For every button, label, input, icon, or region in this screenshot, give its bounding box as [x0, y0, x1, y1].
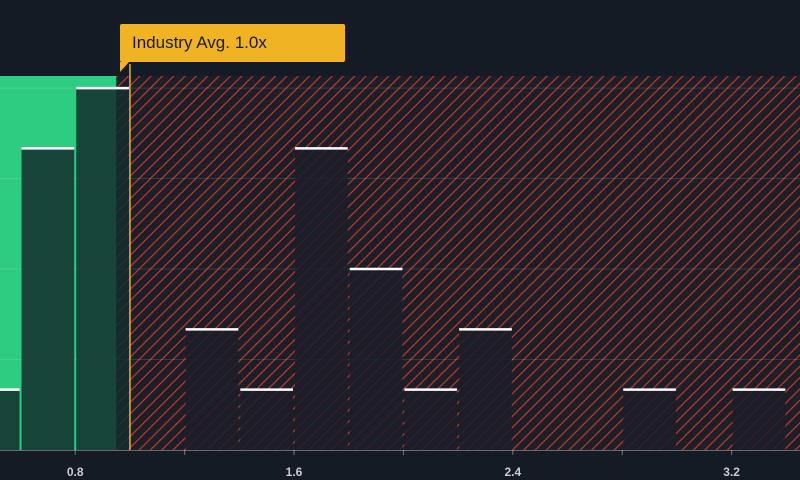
- industry-average-label: Industry Avg. 1.0x: [132, 33, 267, 52]
- histogram-bar: [459, 329, 512, 450]
- histogram-bar: [76, 88, 129, 450]
- x-tick-label: 2.4: [504, 465, 521, 479]
- histogram-bars: [0, 86, 786, 451]
- industry-average-callout: Industry Avg. 1.0x: [120, 24, 345, 62]
- x-axis-ticks: 0.8 1.6 2.4 3.2: [67, 450, 740, 479]
- histogram-bar: [349, 269, 403, 450]
- histogram-bar: [623, 389, 676, 450]
- histogram-bar: [21, 148, 75, 451]
- callout-pointer: [120, 62, 129, 72]
- x-tick-label: 3.2: [723, 465, 740, 479]
- histogram-bar: [404, 389, 458, 450]
- histogram-bar: [295, 148, 348, 451]
- x-tick-label: 0.8: [67, 465, 84, 479]
- histogram-bar: [185, 329, 239, 450]
- histogram-bar: [240, 389, 294, 450]
- histogram-bar: [732, 389, 786, 450]
- histogram-bar: [0, 389, 20, 450]
- x-tick-label: 1.6: [286, 465, 303, 479]
